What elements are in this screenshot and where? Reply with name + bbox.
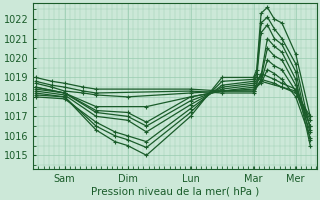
X-axis label: Pression niveau de la mer( hPa ): Pression niveau de la mer( hPa ) bbox=[91, 187, 259, 197]
